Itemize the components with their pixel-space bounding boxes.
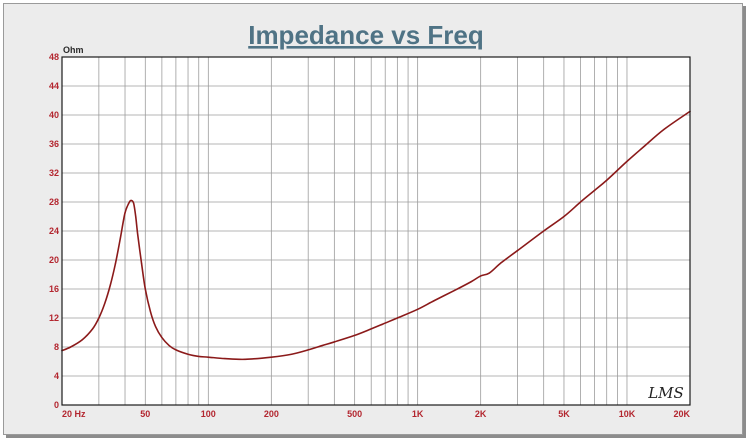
y-axis-unit-label: Ohm xyxy=(63,45,84,55)
data-point xyxy=(104,302,106,305)
data-point xyxy=(354,334,356,336)
data-point xyxy=(307,349,309,351)
y-tick-label: 28 xyxy=(49,197,59,207)
data-point xyxy=(70,346,72,348)
data-point xyxy=(488,272,490,274)
x-tick-label: 10K xyxy=(619,409,636,419)
data-point xyxy=(137,234,139,236)
y-tick-label: 12 xyxy=(49,313,59,323)
y-tick-label: 20 xyxy=(49,255,59,265)
data-point xyxy=(130,199,133,202)
data-point xyxy=(333,341,335,343)
data-point xyxy=(114,263,117,265)
data-point xyxy=(244,358,246,360)
data-point xyxy=(579,201,582,203)
data-point xyxy=(144,288,146,290)
data-point xyxy=(135,215,137,218)
data-point xyxy=(626,160,628,162)
data-point xyxy=(606,179,608,181)
x-tick-label: 500 xyxy=(347,409,362,419)
data-point xyxy=(187,353,189,355)
y-tick-label: 44 xyxy=(49,81,59,91)
y-tick-label: 32 xyxy=(49,168,59,178)
data-point xyxy=(384,322,386,324)
data-point xyxy=(109,284,111,286)
y-tick-label: 36 xyxy=(49,139,59,149)
data-point xyxy=(516,249,519,252)
data-point xyxy=(81,339,83,341)
data-point xyxy=(198,355,200,358)
x-tick-label: 1K xyxy=(412,409,424,419)
y-tick-label: 8 xyxy=(54,342,59,352)
x-tick-label: 100 xyxy=(201,409,216,419)
chart-title: Impedance vs Freq xyxy=(248,20,484,50)
x-tick-label: 200 xyxy=(264,409,279,419)
data-point xyxy=(119,237,121,239)
x-tick-label: 20K xyxy=(673,409,690,419)
data-point xyxy=(140,263,143,265)
data-point xyxy=(417,308,419,310)
y-tick-label: 40 xyxy=(49,110,59,120)
y-tick-label: 24 xyxy=(49,226,59,236)
y-tick-label: 0 xyxy=(54,400,59,410)
y-tick-label: 16 xyxy=(49,284,59,294)
y-tick-label: 4 xyxy=(54,371,59,381)
data-point xyxy=(480,275,482,277)
data-point xyxy=(321,344,323,347)
data-point xyxy=(150,311,152,313)
data-point xyxy=(91,328,94,330)
data-point xyxy=(453,289,456,292)
x-tick-labels: 20 Hz 50 100 200 500 1K 2K 5K 10K 20K xyxy=(62,409,690,419)
data-point xyxy=(593,189,596,191)
data-point xyxy=(175,349,177,351)
x-tick-label: 20 Hz xyxy=(62,409,86,419)
data-point xyxy=(370,328,372,330)
data-point xyxy=(291,353,293,355)
series-layer xyxy=(61,110,691,361)
x-tick-label: 2K xyxy=(475,409,487,419)
data-point xyxy=(98,317,100,319)
signature-mark: LMS xyxy=(647,384,684,402)
data-point xyxy=(470,281,472,283)
data-point xyxy=(270,356,272,358)
data-point xyxy=(207,356,209,358)
plot-border xyxy=(61,56,691,406)
data-point xyxy=(500,262,502,264)
data-point xyxy=(543,230,545,232)
data-point xyxy=(124,212,126,214)
data-point xyxy=(563,215,565,218)
x-tick-label: 5K xyxy=(558,409,570,419)
y-tick-label: 48 xyxy=(49,52,59,62)
data-point xyxy=(663,128,665,131)
data-point xyxy=(155,326,157,328)
grid-lines xyxy=(62,57,690,405)
data-point xyxy=(168,344,170,347)
data-point xyxy=(133,202,135,205)
impedance-chart: Impedance vs Freq Ohm 048121620242832364… xyxy=(49,20,691,419)
data-point xyxy=(224,358,226,360)
data-point xyxy=(396,317,398,319)
data-point xyxy=(433,300,435,302)
data-point xyxy=(642,146,645,148)
data-point xyxy=(128,201,131,203)
x-tick-label: 50 xyxy=(140,409,150,419)
data-point xyxy=(161,336,163,339)
chart-frame: Impedance vs Freq Ohm 0 4 8 12 16 20 24 28 32 36 4… xyxy=(3,3,743,435)
